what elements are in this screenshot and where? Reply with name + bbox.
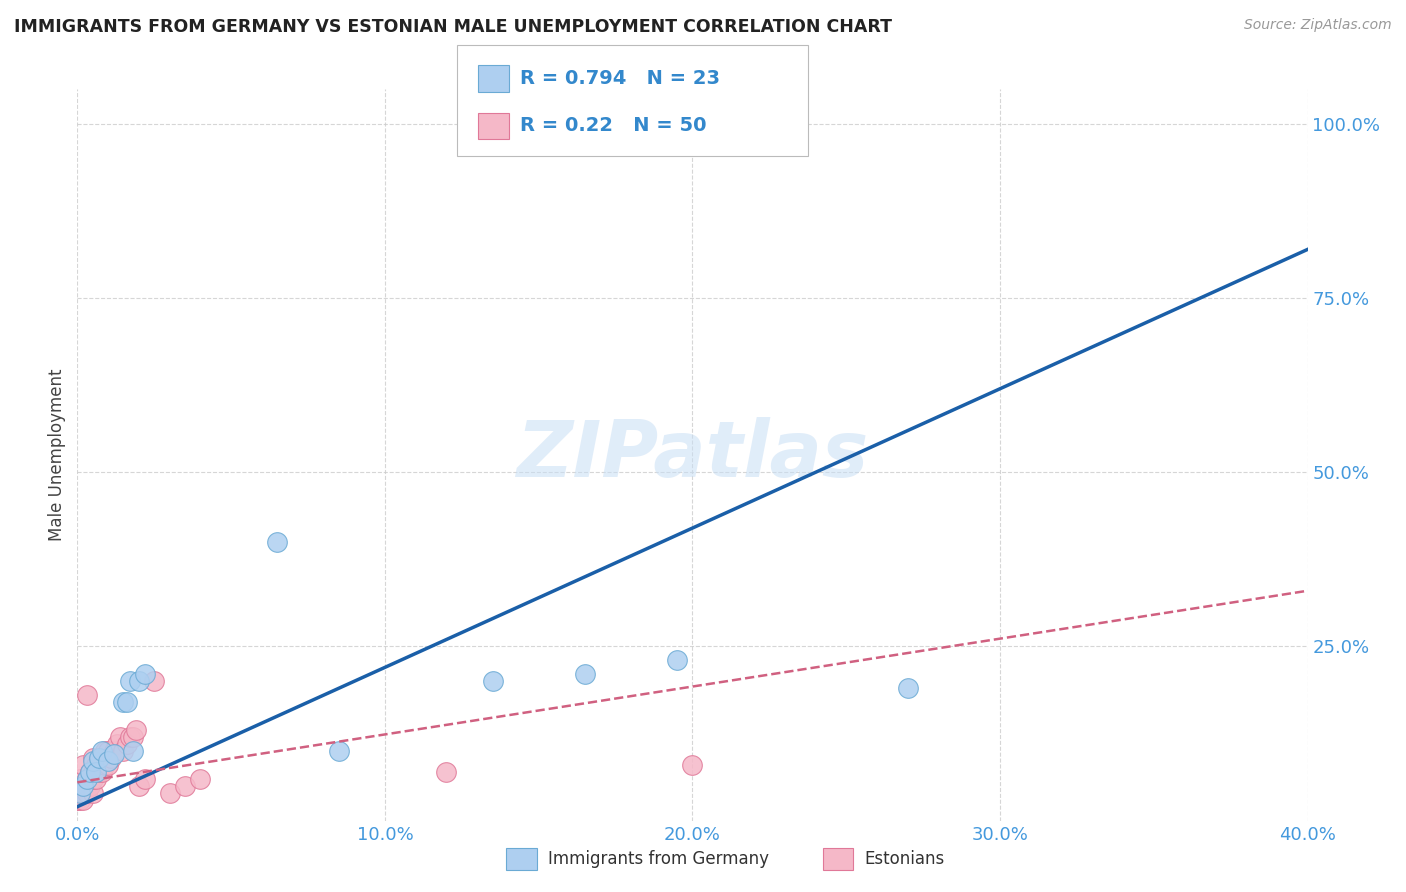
- Point: [94, 758, 117, 772]
- Point: [94, 744, 117, 758]
- Point: [115, 737, 138, 751]
- Point: [79, 772, 101, 786]
- Point: [82, 786, 104, 800]
- Point: [112, 695, 135, 709]
- Point: [481, 674, 503, 689]
- Point: [72, 758, 94, 772]
- Point: [125, 723, 148, 737]
- Text: Immigrants from Germany: Immigrants from Germany: [548, 850, 769, 868]
- Point: [76, 772, 98, 786]
- Point: [105, 737, 128, 751]
- Point: [118, 674, 141, 689]
- Point: [84, 764, 107, 779]
- Point: [103, 747, 125, 762]
- Point: [328, 744, 350, 758]
- Point: [188, 772, 212, 786]
- Point: [66, 793, 89, 807]
- Point: [69, 786, 91, 800]
- Point: [79, 779, 101, 793]
- Point: [682, 758, 704, 772]
- Point: [66, 779, 89, 793]
- Point: [112, 744, 135, 758]
- Point: [574, 667, 596, 681]
- Point: [159, 786, 181, 800]
- Point: [76, 772, 98, 786]
- Text: Estonians: Estonians: [865, 850, 945, 868]
- Point: [128, 779, 150, 793]
- Point: [115, 695, 138, 709]
- Point: [97, 744, 120, 758]
- Point: [90, 764, 114, 779]
- Point: [82, 751, 104, 765]
- Text: Source: ZipAtlas.com: Source: ZipAtlas.com: [1244, 18, 1392, 32]
- Point: [69, 786, 91, 800]
- Point: [110, 730, 132, 744]
- Y-axis label: Male Unemployment: Male Unemployment: [48, 368, 66, 541]
- Point: [66, 786, 89, 800]
- Point: [87, 764, 110, 779]
- Point: [121, 730, 143, 744]
- Point: [76, 779, 98, 793]
- Point: [66, 793, 89, 807]
- Point: [72, 779, 94, 793]
- Point: [84, 772, 107, 786]
- Point: [87, 751, 110, 765]
- Text: R = 0.22   N = 50: R = 0.22 N = 50: [520, 117, 707, 136]
- Point: [174, 779, 197, 793]
- Point: [79, 764, 101, 779]
- Point: [82, 755, 104, 769]
- Point: [69, 779, 91, 793]
- Point: [72, 786, 94, 800]
- Point: [103, 744, 125, 758]
- Point: [128, 674, 150, 689]
- Point: [118, 730, 141, 744]
- Point: [72, 793, 94, 807]
- Point: [897, 681, 920, 696]
- Point: [100, 751, 122, 765]
- Text: IMMIGRANTS FROM GERMANY VS ESTONIAN MALE UNEMPLOYMENT CORRELATION CHART: IMMIGRANTS FROM GERMANY VS ESTONIAN MALE…: [14, 18, 891, 36]
- Point: [436, 764, 458, 779]
- Point: [72, 779, 94, 793]
- Point: [134, 667, 156, 681]
- Point: [666, 653, 689, 667]
- Point: [97, 755, 120, 769]
- Point: [82, 764, 104, 779]
- Text: R = 0.794   N = 23: R = 0.794 N = 23: [520, 70, 720, 88]
- Point: [69, 793, 91, 807]
- Point: [87, 751, 110, 765]
- Point: [266, 535, 288, 549]
- Point: [90, 744, 114, 758]
- Point: [79, 764, 101, 779]
- Point: [84, 758, 107, 772]
- Point: [97, 758, 120, 772]
- Point: [90, 751, 114, 765]
- Point: [76, 786, 98, 800]
- Point: [76, 688, 98, 702]
- Point: [143, 674, 166, 689]
- Point: [134, 772, 156, 786]
- Text: ZIPatlas: ZIPatlas: [516, 417, 869, 493]
- Point: [69, 772, 91, 786]
- Point: [82, 772, 104, 786]
- Point: [121, 744, 143, 758]
